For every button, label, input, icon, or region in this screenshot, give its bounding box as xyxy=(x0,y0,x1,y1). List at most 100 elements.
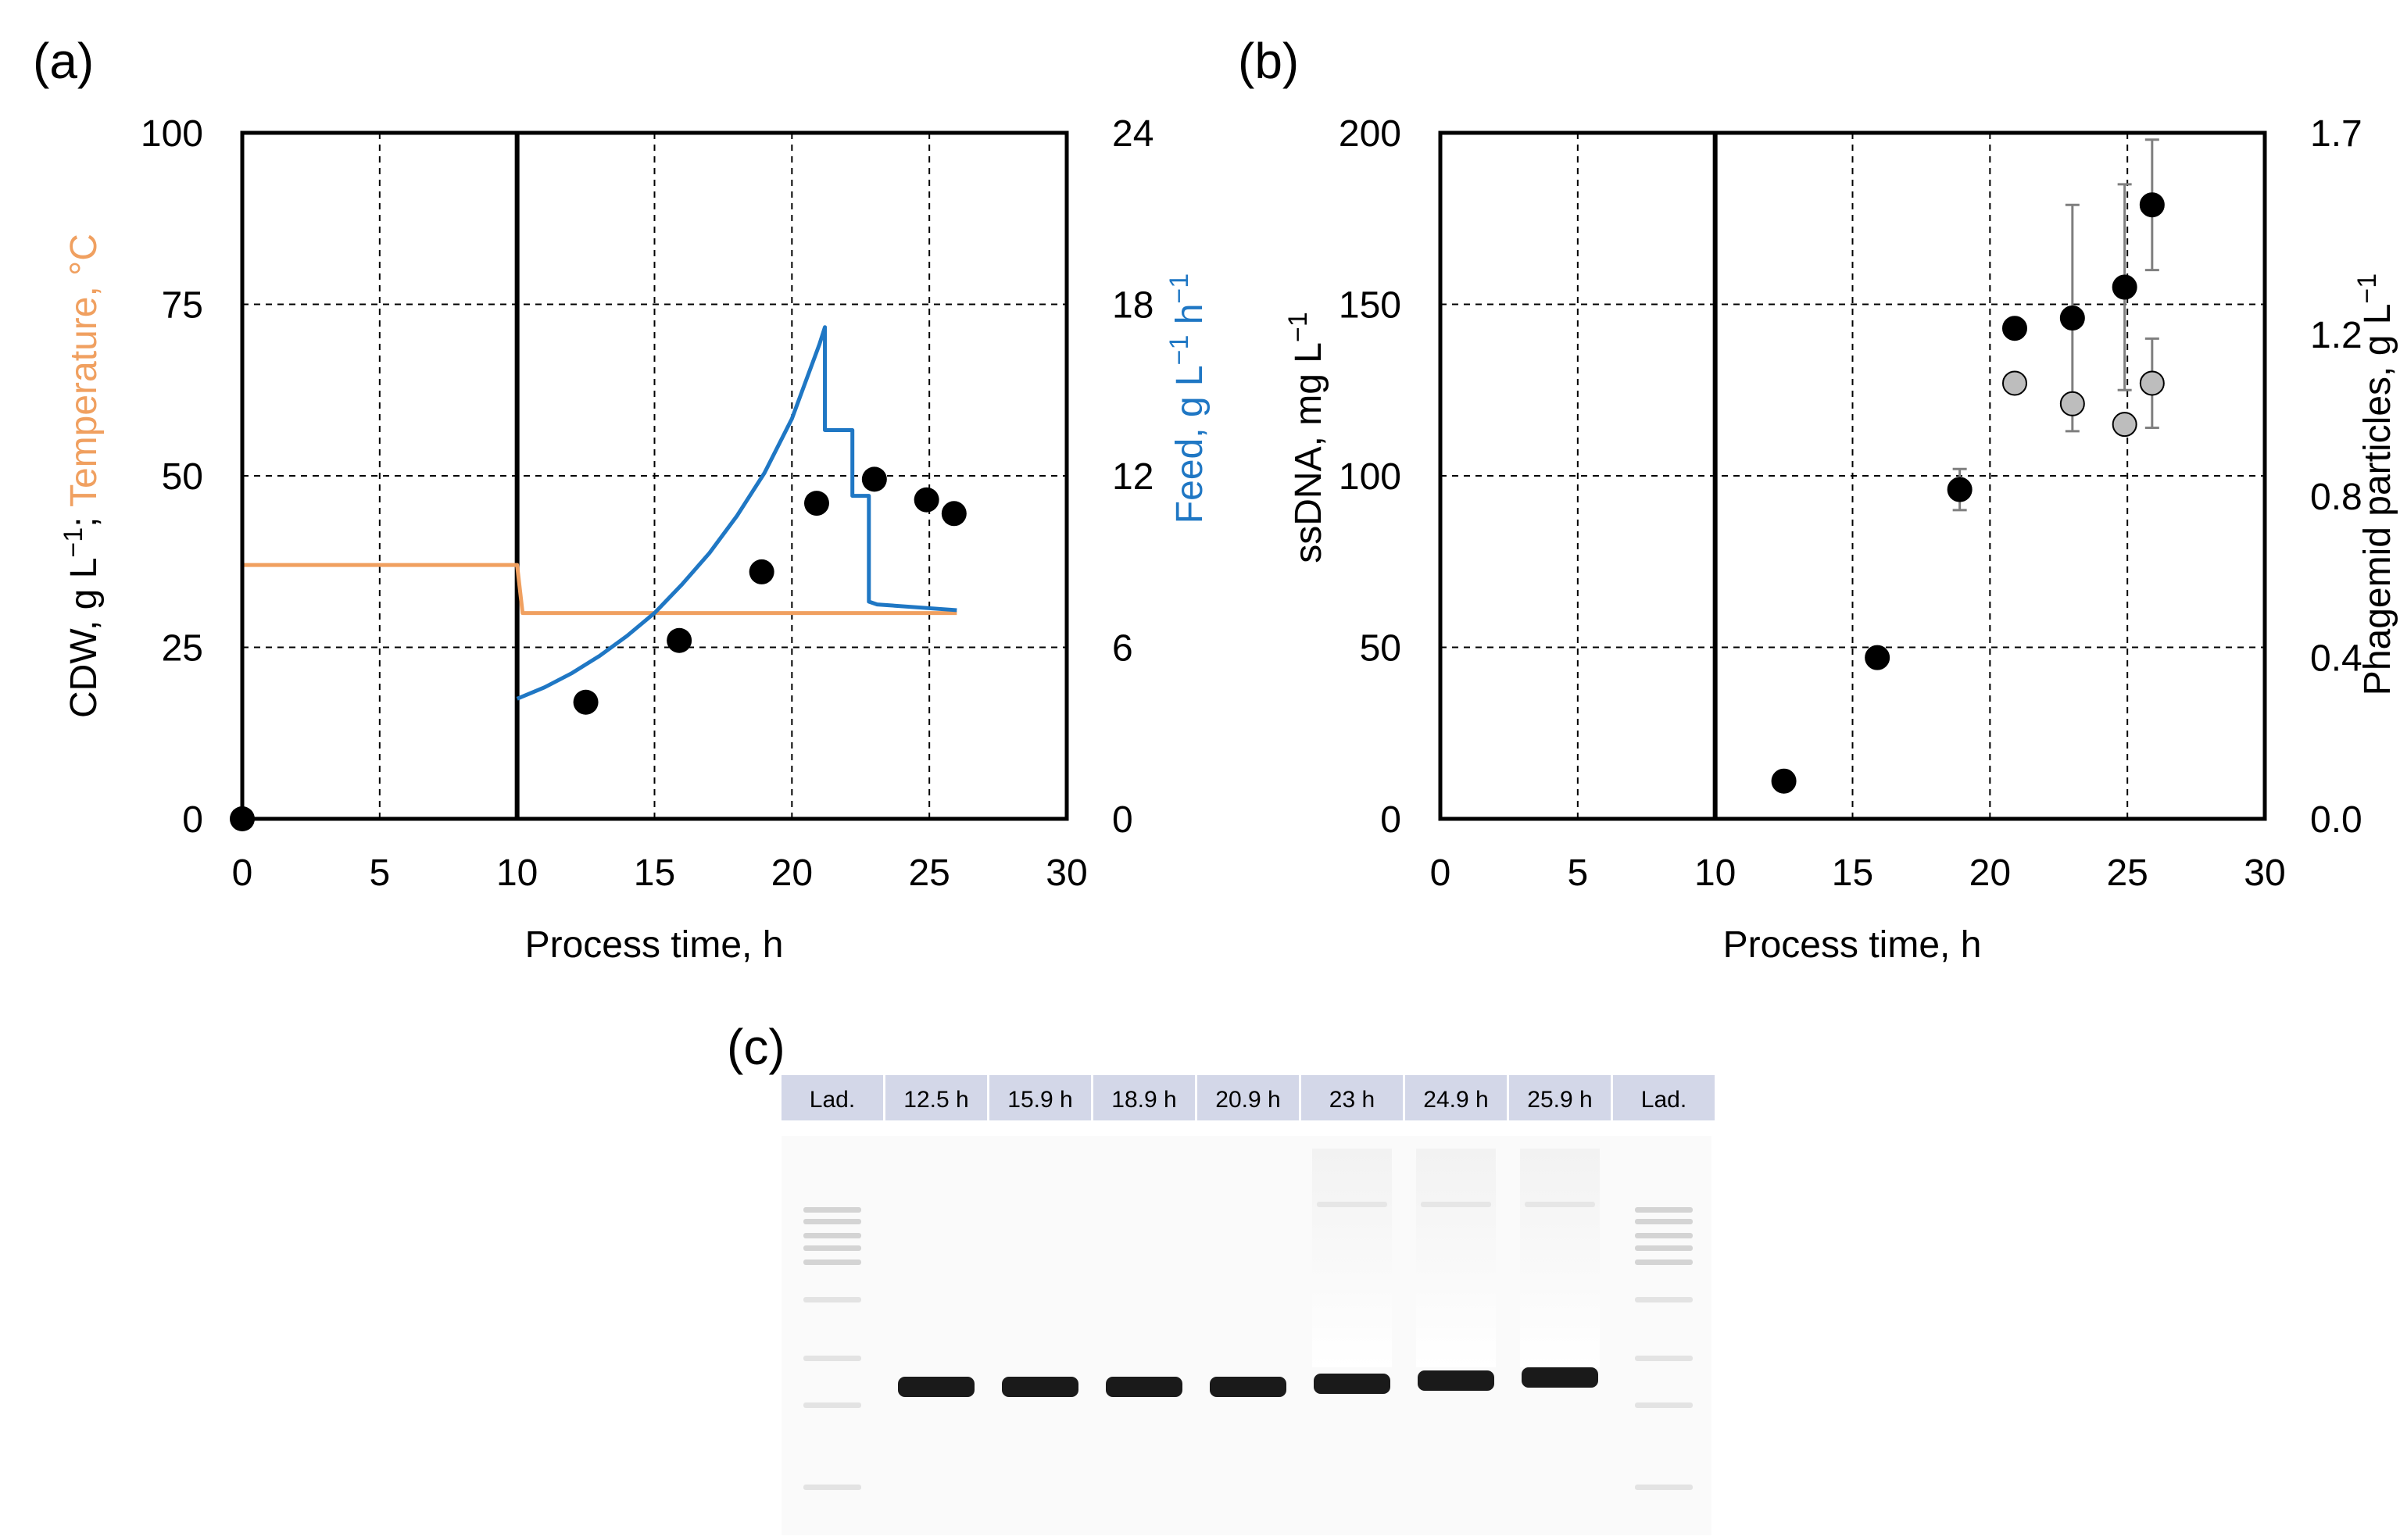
feed-line xyxy=(516,325,957,701)
y-left-tick-label: 200 xyxy=(1339,113,1401,155)
x-tick-label: 15 xyxy=(634,852,675,894)
panel-a-label: (a) xyxy=(33,33,94,89)
panel-c-label: (c) xyxy=(727,1019,785,1075)
panel-a: (a) 0 5 10 15 20 25 30 0 25 50 75 100 0 6 12 18 24 Proce… xyxy=(33,33,1211,966)
y-left-tick-label: 100 xyxy=(141,113,203,155)
ladder-band xyxy=(803,1297,861,1302)
y-right-tick-label: 0.0 xyxy=(2310,799,2362,841)
lane-header xyxy=(1197,1075,1299,1120)
y-left-tick-label: 0 xyxy=(182,799,203,841)
panel-b-ylabel-right: Phagemid particles, g L−1 xyxy=(2352,273,2398,695)
x-tick-label: 20 xyxy=(1969,852,2011,894)
lane-label: 12.5 h xyxy=(903,1087,968,1113)
x-tick-label: 20 xyxy=(771,852,813,894)
lane-header xyxy=(1509,1075,1611,1120)
feed-label-exp2: −1 xyxy=(1164,273,1194,304)
phagemid-point xyxy=(2112,412,2137,438)
panel-a-ylabel-left: CDW, g L−1; Temperature, °C xyxy=(59,234,105,718)
x-tick-label: 0 xyxy=(1430,852,1451,894)
phagemid-point xyxy=(2139,370,2165,396)
ladder-band xyxy=(1635,1245,1693,1251)
product-band xyxy=(1002,1377,1078,1397)
lane-faint-band xyxy=(1317,1202,1387,1207)
ssdna-point xyxy=(1771,768,1797,794)
lane-faint-band xyxy=(1525,1202,1595,1207)
y-right-tick-label: 0 xyxy=(1112,799,1133,841)
x-tick-label: 0 xyxy=(232,852,253,894)
panel-a-series xyxy=(230,325,967,831)
feed-label-h: h xyxy=(1169,304,1211,335)
cdw-label: CDW, g L xyxy=(63,558,105,718)
cdw-label-sep: ; xyxy=(63,507,105,527)
ladder-band xyxy=(1635,1356,1693,1361)
phagemid-point xyxy=(2001,370,2027,396)
lane-header xyxy=(1405,1075,1507,1120)
lane-label: 25.9 h xyxy=(1527,1087,1592,1113)
ssdna-label-exp: −1 xyxy=(1283,312,1313,342)
y-right-tick-label: 24 xyxy=(1112,113,1154,155)
gel-lanes: Lad. 12.5 h 15.9 h 18.9 h 20.9 h 23 h 24.9 h 25… xyxy=(782,1075,1715,1490)
lane-label: 20.9 h xyxy=(1215,1087,1280,1113)
lane-header xyxy=(989,1075,1091,1120)
ladder-band xyxy=(1635,1297,1693,1302)
y-right-tick-label: 0.8 xyxy=(2310,477,2362,518)
y-right-tick-label: 6 xyxy=(1112,628,1133,670)
ladder-band xyxy=(803,1260,861,1265)
lane-label: 15.9 h xyxy=(1007,1087,1072,1113)
product-band xyxy=(1210,1377,1286,1397)
ssdna-point xyxy=(2059,305,2085,331)
panel-b-frame xyxy=(1438,130,2267,821)
y-right-tick-label: 18 xyxy=(1112,285,1154,327)
ladder-band xyxy=(803,1245,861,1251)
x-tick-label: 25 xyxy=(2106,852,2148,894)
y-left-tick-label: 100 xyxy=(1339,456,1401,498)
panel-b-grid xyxy=(1440,133,2265,819)
x-tick-label: 5 xyxy=(369,852,390,894)
ladder-band xyxy=(803,1485,861,1490)
lane-header xyxy=(1093,1075,1195,1120)
x-tick-label: 10 xyxy=(496,852,538,894)
lane-label: Lad. xyxy=(1641,1087,1686,1113)
panel-b-ylabel-left: ssDNA, mg L−1 xyxy=(1283,312,1329,563)
y-left-tick-label: 150 xyxy=(1339,285,1401,327)
product-band xyxy=(1314,1374,1390,1394)
ssdna-point xyxy=(1947,477,1973,502)
x-tick-label: 30 xyxy=(2244,852,2285,894)
y-left-tick-label: 0 xyxy=(1380,799,1401,841)
lane-label: 24.9 h xyxy=(1423,1087,1488,1113)
lane-label: 18.9 h xyxy=(1111,1087,1176,1113)
panel-b-series xyxy=(1771,138,2165,794)
x-tick-label: 10 xyxy=(1694,852,1736,894)
y-right-tick-label: 1.7 xyxy=(2310,113,2362,155)
x-tick-label: 15 xyxy=(1832,852,1873,894)
panel-b-label: (b) xyxy=(1238,33,1299,89)
cdw-point xyxy=(803,491,829,516)
feed-label: Feed, g L xyxy=(1169,365,1211,523)
panel-a-ylabel-right: Feed, g L−1 h−1 xyxy=(1164,273,1211,523)
ssdna-point xyxy=(1865,645,1890,670)
lane-faint-band xyxy=(1421,1202,1491,1207)
product-band xyxy=(898,1377,975,1397)
phagemid-label-exp: −1 xyxy=(2352,273,2382,304)
panel-a-frame xyxy=(240,130,1069,821)
cdw-label-exp: −1 xyxy=(59,527,88,558)
ladder-band xyxy=(1635,1485,1693,1490)
lane-label: Lad. xyxy=(810,1087,855,1113)
phagemid-label: Phagemid particles, g L xyxy=(2357,304,2398,696)
phagemid-point xyxy=(2059,391,2085,416)
ladder-band xyxy=(803,1207,861,1213)
lane-smear xyxy=(1312,1149,1392,1367)
lane-label: 23 h xyxy=(1329,1087,1375,1113)
cdw-point xyxy=(573,689,599,715)
ssdna-point xyxy=(2139,192,2165,218)
y-left-tick-label: 75 xyxy=(162,285,203,327)
cdw-point xyxy=(941,501,967,527)
ladder-band xyxy=(1635,1402,1693,1408)
cdw-point xyxy=(861,466,887,492)
y-right-tick-label: 1.2 xyxy=(2310,315,2362,356)
y-left-tick-label: 50 xyxy=(1360,628,1401,670)
lane-header xyxy=(1613,1075,1715,1120)
ladder-band xyxy=(1635,1260,1693,1265)
y-left-tick-label: 25 xyxy=(162,628,203,670)
temperature-line xyxy=(242,563,957,616)
